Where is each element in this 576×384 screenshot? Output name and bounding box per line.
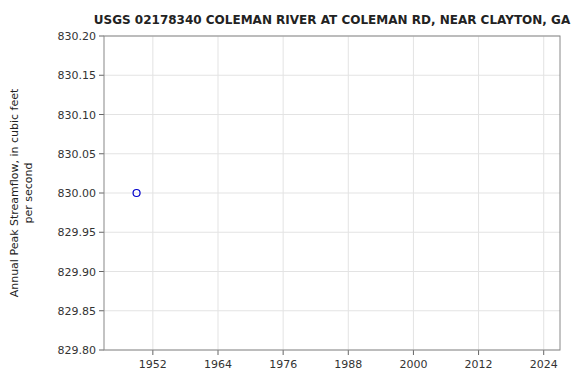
x-tick-label: 1988 — [334, 358, 362, 371]
y-tick — [99, 114, 104, 115]
y-axis-label: Annual Peak Streamflow, in cubic feetper… — [8, 88, 35, 297]
y-tick — [99, 232, 104, 233]
y-tick — [99, 271, 104, 272]
y-tick — [99, 153, 104, 154]
grid — [104, 36, 560, 350]
x-tick-label: 2024 — [530, 358, 558, 371]
x-tick — [348, 350, 349, 355]
x-tick-label: 2012 — [465, 358, 493, 371]
x-tick-label: 1976 — [269, 358, 297, 371]
y-tick-label: 830.15 — [58, 69, 97, 82]
y-tick-label: 830.20 — [58, 30, 97, 43]
y-tick-label: 830.05 — [58, 148, 97, 161]
y-grid-line — [104, 271, 560, 272]
y-axis-label-line: Annual Peak Streamflow, in cubic feet — [8, 88, 21, 297]
y-tick-label: 829.80 — [58, 344, 97, 357]
x-tick — [283, 350, 284, 355]
y-tick-label: 829.85 — [58, 305, 97, 318]
y-grid-line — [104, 75, 560, 76]
points — [133, 190, 140, 197]
plot-frame — [104, 36, 560, 350]
x-tick-label: 2000 — [399, 358, 427, 371]
x-tick — [218, 350, 219, 355]
y-grid-line — [104, 114, 560, 115]
x-tick-label: 1964 — [204, 358, 232, 371]
y-grid-line — [104, 310, 560, 311]
y-tick — [99, 75, 104, 76]
y-axis-label-line: per second — [22, 163, 35, 224]
chart-container: 1952 1964 1976 1988 2000 2012 2024 829.80 829.85… — [0, 0, 576, 384]
y-tick — [99, 193, 104, 194]
x-tick — [543, 350, 544, 355]
axes: 1952 1964 1976 1988 2000 2012 2024 829.80 829.85… — [58, 30, 558, 371]
x-tick — [413, 350, 414, 355]
y-grid-line — [104, 232, 560, 233]
y-tick-label: 830.10 — [58, 109, 97, 122]
y-grid-line — [104, 193, 560, 194]
x-tick-label: 1952 — [139, 358, 167, 371]
y-tick — [99, 310, 104, 311]
y-tick — [99, 350, 104, 351]
y-grid-line — [104, 153, 560, 154]
chart: 1952 1964 1976 1988 2000 2012 2024 829.80 829.85… — [0, 0, 576, 384]
x-tick — [478, 350, 479, 355]
y-tick-label: 830.00 — [58, 187, 97, 200]
y-tick-label: 829.90 — [58, 266, 97, 279]
x-tick — [152, 350, 153, 355]
data-point — [133, 190, 140, 197]
y-tick-label: 829.95 — [58, 226, 97, 239]
y-tick — [99, 36, 104, 37]
plot-background — [104, 36, 560, 350]
chart-title: USGS 02178340 COLEMAN RIVER AT COLEMAN R… — [94, 13, 571, 27]
